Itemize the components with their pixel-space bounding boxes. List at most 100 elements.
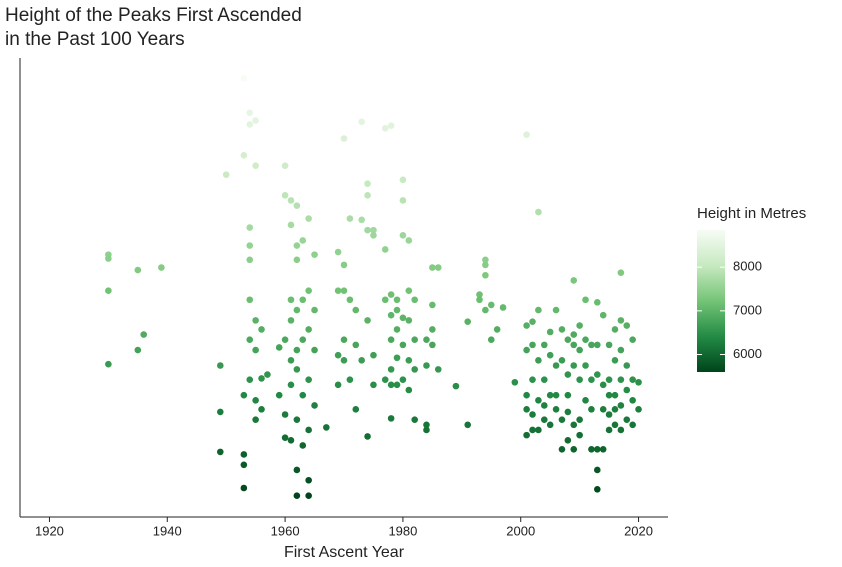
point (535, 357, 542, 364)
point (264, 371, 271, 378)
point (582, 362, 589, 369)
point (293, 256, 301, 264)
point (411, 336, 418, 344)
point (281, 336, 289, 344)
point (629, 421, 636, 429)
point (387, 122, 395, 129)
point (293, 346, 301, 354)
point (399, 231, 407, 239)
point (405, 357, 413, 364)
point (523, 131, 530, 139)
point (611, 357, 619, 364)
point (305, 426, 312, 434)
point (240, 461, 248, 469)
x-tick-label: 1940 (153, 523, 182, 538)
point (617, 426, 625, 434)
point (623, 386, 631, 394)
point (387, 415, 395, 422)
point (399, 376, 407, 383)
point (540, 402, 548, 409)
point (476, 291, 483, 298)
point (429, 326, 436, 333)
point (246, 256, 254, 264)
point (523, 406, 530, 413)
point (535, 208, 542, 216)
point (423, 421, 430, 429)
point (399, 341, 407, 349)
point (134, 266, 142, 274)
point (552, 391, 560, 399)
point (511, 378, 519, 386)
point (529, 341, 536, 349)
point (429, 341, 436, 349)
point (576, 376, 583, 383)
point (399, 314, 407, 322)
point (346, 296, 354, 304)
point (594, 371, 601, 378)
point (258, 406, 265, 413)
point (252, 346, 259, 354)
point (252, 397, 259, 404)
point (293, 202, 301, 209)
point (546, 351, 554, 359)
point (240, 74, 248, 82)
point (105, 287, 112, 295)
point (287, 381, 295, 389)
point (387, 336, 395, 344)
point (334, 351, 342, 359)
point (558, 416, 566, 423)
point (381, 124, 389, 132)
point (558, 357, 566, 364)
point (364, 433, 371, 440)
point (623, 362, 631, 369)
point (564, 336, 572, 344)
point (287, 221, 295, 229)
point (523, 431, 530, 439)
point (617, 402, 625, 409)
point (564, 391, 572, 399)
point (564, 371, 572, 378)
point (629, 397, 636, 404)
colorbar-tick-label: 6000 (733, 346, 762, 361)
point (411, 296, 418, 304)
point (535, 306, 542, 314)
x-tick-label: 1980 (388, 523, 417, 538)
point (423, 336, 430, 344)
point (434, 264, 442, 271)
point (393, 354, 401, 362)
x-axis-label: First Ascent Year (284, 544, 405, 561)
point (411, 366, 418, 373)
chart-title: in the Past 100 Years (5, 29, 185, 50)
point (281, 162, 289, 169)
point (387, 291, 395, 298)
point (381, 376, 389, 383)
point (240, 484, 248, 492)
point (370, 231, 377, 239)
point (411, 416, 418, 423)
point (599, 406, 607, 413)
point (499, 304, 507, 311)
point (216, 362, 224, 369)
point (287, 296, 295, 304)
point (588, 341, 595, 349)
point (240, 451, 248, 458)
point (334, 248, 342, 256)
point (252, 117, 259, 124)
legend-title: Height in Metres (697, 205, 806, 222)
point (552, 306, 560, 314)
x-tick-label: 1920 (35, 523, 64, 538)
point (552, 362, 560, 369)
point (405, 287, 413, 295)
point (299, 237, 307, 244)
point (323, 424, 330, 431)
point (617, 269, 625, 276)
point (287, 197, 295, 204)
point (617, 346, 625, 354)
point (293, 416, 301, 423)
point (535, 397, 542, 404)
point (570, 341, 578, 349)
point (546, 328, 554, 336)
x-tick-label: 2020 (624, 523, 653, 538)
point (452, 382, 460, 390)
